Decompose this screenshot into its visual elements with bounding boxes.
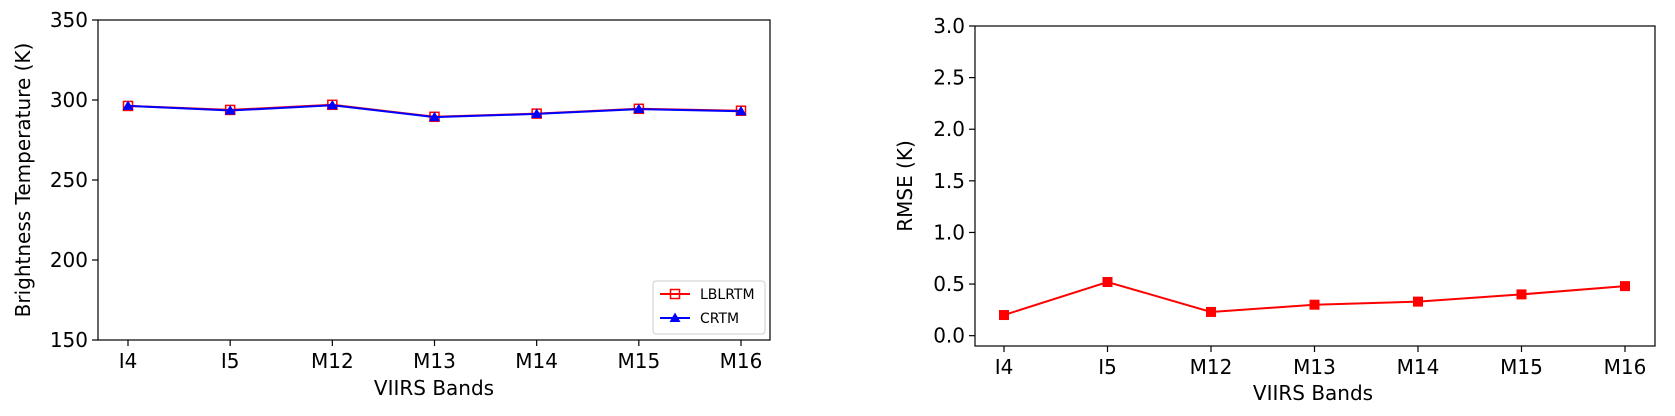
right-x-tick-label: M15	[1500, 355, 1543, 379]
left-x-tick-label: M13	[413, 349, 456, 373]
left-y-axis-label: Brightness Temperature (K)	[11, 43, 35, 318]
right-y-ticks: 0.0 0.5 1.0 1.5 2.0 2.5 3.0	[933, 14, 975, 348]
right-x-tick-label: M16	[1604, 355, 1647, 379]
left-y-tick-label: 150	[50, 328, 88, 352]
left-series-1-point	[735, 105, 747, 116]
right-series-0-point	[999, 310, 1009, 321]
right-series-0-point	[1413, 296, 1423, 307]
right-x-tick-label: I5	[1098, 355, 1117, 379]
right-y-tick-label: 2.0	[933, 117, 965, 141]
right-y-tick-label: 2.5	[933, 66, 965, 90]
legend-crtm-label: CRTM	[700, 311, 739, 327]
left-legend: LBLRTM CRTM	[652, 280, 766, 335]
left-series-1-point	[531, 108, 543, 118]
left-series-1-point	[224, 105, 236, 115]
right-y-axis-label: RMSE (K)	[893, 140, 917, 232]
right-series-layer	[999, 277, 1630, 321]
right-series-0-point	[1309, 299, 1320, 310]
left-x-axis-label: VIIRS Bands	[374, 376, 494, 400]
right-y-tick-label: 0.0	[933, 324, 965, 348]
left-x-ticks: I4 I5 M12 M13 M14 M15 M16	[119, 340, 763, 373]
right-x-tick-label: M12	[1190, 355, 1233, 379]
left-x-tick-label: M12	[311, 349, 354, 373]
left-y-tick-label: 250	[50, 168, 88, 192]
left-x-tick-label: M16	[720, 349, 763, 373]
left-x-tick-label: I4	[119, 349, 138, 373]
left-x-tick-label: M14	[515, 349, 558, 373]
right-y-tick-label: 3.0	[933, 14, 965, 38]
left-y-tick-label: 300	[50, 88, 88, 112]
legend-lblrtm-label: LBLRTM	[700, 287, 755, 303]
right-x-ticks: I4 I5 M12 M13 M14 M15 M16	[995, 346, 1647, 379]
legend-lblrtm-marker	[669, 288, 681, 300]
right-series-0-point	[1516, 289, 1527, 300]
right-y-tick-label: 1.0	[933, 220, 965, 244]
right-y-tick-label: 1.5	[933, 169, 965, 193]
right-x-axis-label: VIIRS Bands	[1253, 381, 1373, 405]
right-x-tick-label: I4	[995, 355, 1014, 379]
left-x-tick-label: M15	[617, 349, 660, 373]
legend-crtm-marker	[669, 312, 681, 322]
right-series-0-point	[1102, 277, 1113, 287]
right-x-tick-label: M14	[1397, 355, 1440, 379]
right-x-tick-label: M13	[1293, 355, 1336, 379]
left-series-1-point	[633, 103, 645, 114]
chart-right: 0.0 0.5 1.0 1.5 2.0 2.5 3.0 I4 I5 M12 M13 M14 M15 M1…	[893, 14, 1656, 405]
left-series-1-point	[326, 99, 338, 110]
right-y-tick-label: 0.5	[933, 272, 965, 296]
right-series-0-line	[1003, 280, 1626, 316]
left-y-tick-label: 350	[50, 8, 88, 32]
left-x-tick-label: I5	[221, 349, 240, 373]
left-series-1-point	[429, 111, 440, 122]
right-series-0-point	[1620, 281, 1630, 292]
right-series-0-point	[1206, 306, 1216, 317]
left-series-layer	[122, 99, 747, 123]
left-y-tick-label: 200	[50, 248, 88, 272]
right-plot-frame	[974, 25, 1656, 347]
chart-left: 150 200 250 300 350 I4 I5 M12 M13 M14 M15 M16 VIIR…	[11, 8, 771, 400]
left-y-ticks: 150 200 250 300 350	[50, 8, 98, 352]
left-series-1-point	[122, 100, 134, 110]
